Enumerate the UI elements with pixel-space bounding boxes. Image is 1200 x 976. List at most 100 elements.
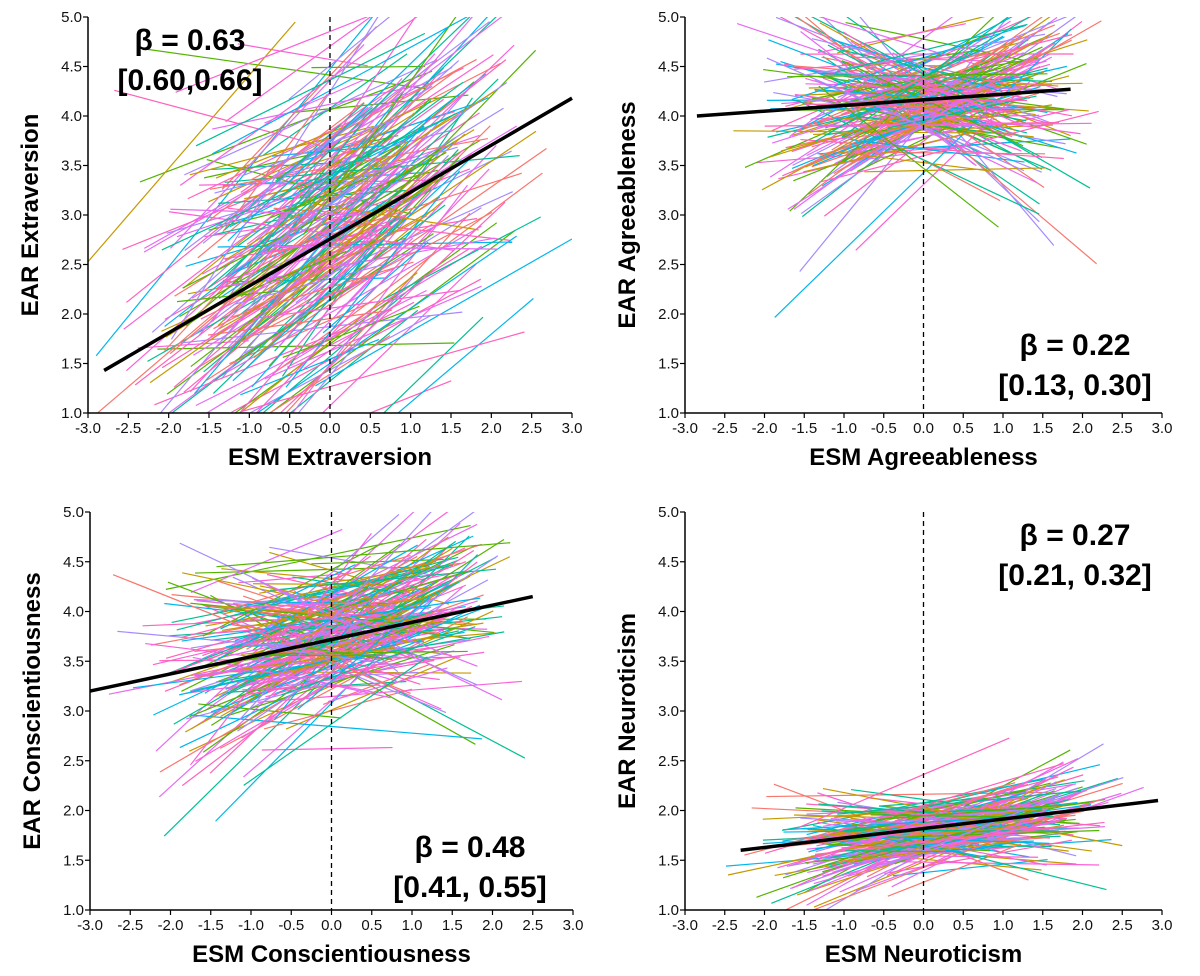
x-tick-label: 1.5	[442, 917, 463, 934]
beta-annotation: β = 0.27	[1020, 519, 1131, 552]
individual-line	[289, 309, 419, 413]
panel-3: -3.0 -2.5 -2.0 -1.5 -1.0 -0.5 0.0 0.5 1.0 1.5 2.0 2…	[19, 504, 583, 968]
individual-line	[814, 821, 1105, 855]
y-tick-label: 2.0	[63, 803, 84, 820]
y-tick-label: 4.0	[658, 604, 679, 621]
individual-line	[211, 17, 469, 155]
y-tick-label: 2.0	[61, 306, 82, 323]
individual-line	[230, 261, 414, 318]
individual-line	[237, 43, 368, 67]
fixed-effect-line	[696, 87, 1071, 118]
individual-line	[182, 151, 447, 289]
individual-line	[315, 238, 572, 387]
individual-line	[303, 17, 457, 235]
individual-line	[855, 786, 1144, 892]
individual-line	[397, 298, 534, 413]
individual-line	[297, 597, 430, 710]
y-tick-label: 1.5	[61, 356, 82, 373]
individual-line	[278, 17, 471, 200]
individual-line	[850, 151, 1046, 155]
individual-line	[240, 272, 418, 413]
individual-line	[210, 554, 411, 616]
y-tick-label: 4.0	[63, 604, 84, 621]
individual-line	[219, 250, 347, 303]
individual-line	[157, 342, 455, 350]
individual-line	[232, 157, 472, 382]
individual-line	[179, 542, 428, 661]
individual-line	[814, 17, 1031, 143]
individual-line	[848, 824, 1107, 891]
individual-line	[137, 340, 249, 349]
individual-line	[209, 137, 489, 190]
individual-line	[226, 81, 508, 277]
individual-line	[194, 634, 355, 653]
individual-line	[823, 783, 1077, 827]
individual-line	[818, 70, 1067, 95]
individual-line	[887, 95, 1037, 129]
individual-line	[248, 602, 356, 608]
x-tick-label: 2.0	[482, 917, 503, 934]
individual-line	[273, 597, 421, 613]
individual-line	[175, 17, 369, 93]
individual-line	[368, 380, 452, 413]
individual-line	[194, 114, 433, 395]
individual-line	[818, 110, 1099, 183]
ci-annotation: [0.60,0.66]	[117, 64, 262, 97]
individual-line	[165, 524, 471, 590]
individual-line	[805, 99, 1028, 106]
individual-line	[289, 93, 403, 230]
x-tick-label: 0.5	[953, 420, 974, 437]
x-axis-label: ESM Neuroticism	[825, 941, 1022, 968]
individual-line	[262, 53, 408, 157]
x-tick-label: -3.0	[75, 420, 101, 437]
y-tick-label: 5.0	[658, 9, 679, 26]
y-tick-label: 3.5	[63, 653, 84, 670]
x-tick-label: -3.0	[672, 917, 698, 934]
individual-line	[169, 44, 365, 249]
y-axis-label: EAR Agreeableness	[614, 101, 641, 328]
individual-line	[311, 65, 426, 69]
x-tick-label: 2.5	[522, 917, 543, 934]
individual-lines	[733, 17, 1102, 318]
individual-line	[764, 762, 1064, 854]
individual-line	[170, 208, 369, 216]
x-tick-label: -0.5	[871, 917, 897, 934]
beta-annotation: β = 0.48	[415, 831, 526, 864]
individual-line	[254, 633, 440, 681]
individual-line	[190, 714, 482, 740]
individual-line	[887, 843, 1022, 897]
x-tick-label: 0.0	[913, 917, 934, 934]
individual-line	[321, 263, 477, 413]
individual-line	[241, 120, 393, 177]
x-tick-label: 1.0	[400, 420, 421, 437]
individual-line	[841, 60, 1024, 147]
individual-line	[244, 586, 373, 633]
individual-line	[248, 659, 435, 696]
x-tick-label: -0.5	[871, 420, 897, 437]
individual-line	[913, 783, 1021, 821]
fixed-effect-line	[740, 798, 1159, 853]
individual-line	[269, 647, 391, 665]
y-tick-label: 3.0	[658, 703, 679, 720]
x-tick-label: -0.5	[277, 420, 303, 437]
x-tick-label: -1.5	[198, 917, 224, 934]
x-tick-label: 1.5	[441, 420, 462, 437]
individual-line	[894, 800, 1055, 865]
individual-line	[168, 211, 454, 251]
individual-line	[149, 178, 438, 384]
individual-line	[268, 335, 391, 413]
individual-line	[809, 829, 1100, 841]
y-tick-label: 2.5	[658, 257, 679, 274]
x-tick-label: -1.5	[196, 420, 222, 437]
individual-line	[242, 684, 380, 691]
individual-line	[239, 512, 432, 720]
individual-line	[220, 564, 356, 630]
individual-line	[143, 85, 433, 253]
individual-line	[222, 240, 374, 282]
x-tick-label: -2.5	[712, 917, 738, 934]
y-axis-label: EAR Conscientiousness	[19, 572, 46, 849]
individual-line	[818, 122, 1092, 128]
individual-line	[285, 212, 471, 413]
individual-line	[262, 269, 434, 413]
